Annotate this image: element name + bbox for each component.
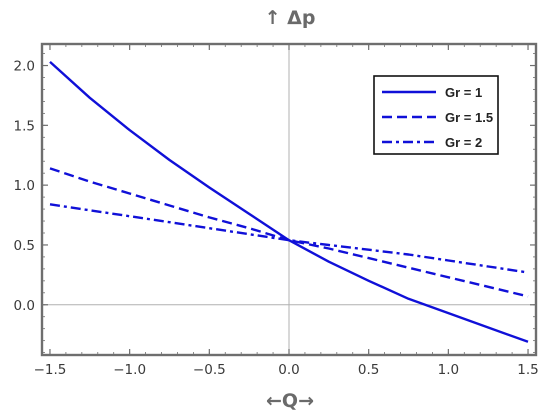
x-tick-label: 0.5	[358, 362, 379, 378]
y-tick-label: 0.5	[14, 238, 35, 254]
y-tick-label: 2.0	[14, 59, 35, 75]
x-tick-label: −1.0	[113, 362, 146, 378]
x-tick-label: 1.0	[438, 362, 459, 378]
series-line-3	[49, 203, 529, 274]
x-axis-title: ←Q→	[266, 390, 314, 412]
y-tick-labels: 0.0 0.5 1.0 1.5 2.0	[14, 59, 35, 314]
tick-marks	[42, 44, 536, 355]
x-tick-label: 0.0	[278, 362, 299, 378]
y-axis-title: ↑ Δp	[265, 7, 316, 29]
x-tick-label: −0.5	[193, 362, 226, 378]
plot-area	[40, 42, 538, 357]
legend: Gr = 1 Gr = 1.5 Gr = 2	[373, 75, 499, 155]
y-tick-label: 0.0	[14, 298, 35, 314]
series-line-2	[49, 167, 529, 298]
legend-label-3: Gr = 2	[445, 135, 482, 150]
legend-label-2: Gr = 1.5	[445, 110, 493, 125]
y-tick-label: 1.0	[14, 178, 35, 194]
legend-box	[373, 75, 499, 155]
x-tick-label: 1.5	[517, 362, 538, 378]
y-tick-label: 1.5	[14, 118, 35, 134]
x-tick-labels: −1.5 −1.0 −0.5 0.0 0.5 1.0 1.5	[34, 362, 539, 378]
legend-label-1: Gr = 1	[445, 85, 482, 100]
x-tick-label: −1.5	[34, 362, 67, 378]
series-layer	[49, 61, 529, 343]
